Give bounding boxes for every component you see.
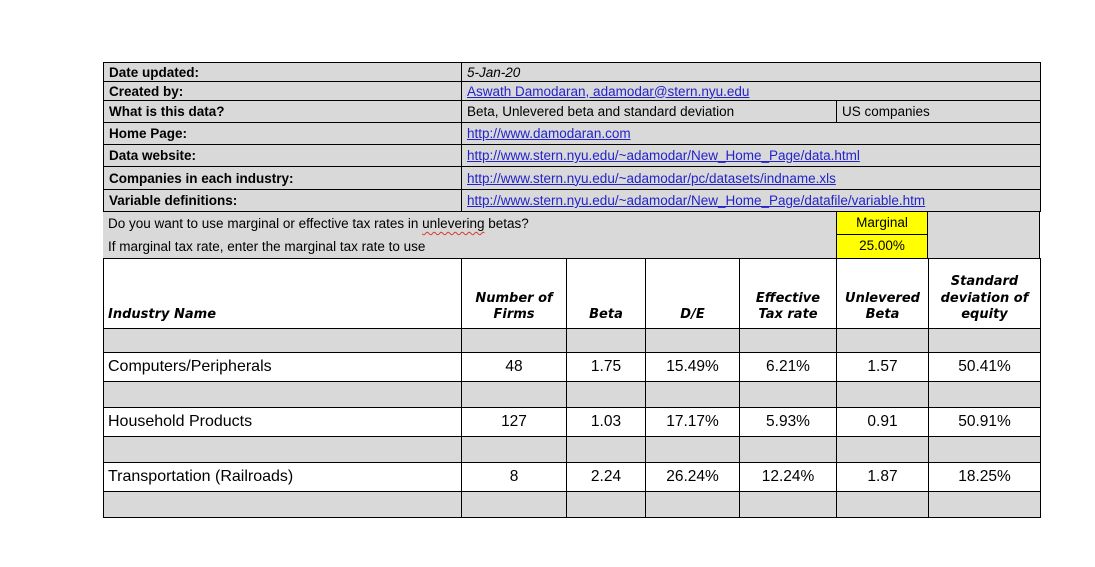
variable-definitions-link[interactable]: http://www.stern.nyu.edu/~adamodar/New_H… (467, 193, 926, 208)
question-area-spacer-cell (928, 212, 1040, 258)
created-by-label: Created by: (103, 81, 462, 101)
info-table: Date updated: 5-Jan-20 Created by: Aswat… (103, 62, 1042, 212)
marginal-or-effective-question: Do you want to use marginal or effective… (108, 212, 529, 235)
std-dev-cell: 50.91% (928, 407, 1041, 437)
beta-cell: 2.24 (566, 462, 646, 492)
tax-rate-questions: Do you want to use marginal or effective… (103, 212, 1040, 258)
de-cell: 15.49% (645, 352, 740, 382)
companies-label: Companies in each industry: (103, 166, 462, 190)
header-industry-name: Industry Name (103, 258, 462, 329)
de-cell: 17.17% (645, 407, 740, 437)
header-unlevered-beta: Unlevered Beta (836, 258, 929, 329)
filler-row (103, 381, 1041, 408)
table-row-transportation-railroads: Transportation (Railroads) 8 2.24 26.24%… (103, 462, 1041, 492)
marginal-effective-input-cell[interactable]: Marginal (836, 212, 928, 235)
question-text-misspelled-word: unlevering (422, 216, 485, 231)
firms-cell: 8 (461, 462, 567, 492)
filler-row (103, 436, 1041, 463)
data-website-label: Data website: (103, 144, 462, 167)
industry-beta-table: Industry Name Number of Firms Beta D/E E… (103, 258, 1041, 518)
info-row-companies: Companies in each industry: http://www.s… (103, 166, 1042, 190)
tax-cell: 6.21% (739, 352, 837, 382)
std-dev-cell: 18.25% (928, 462, 1041, 492)
data-website-link[interactable]: http://www.stern.nyu.edu/~adamodar/New_H… (467, 148, 860, 163)
filler-row (103, 491, 1041, 518)
variable-definitions-label: Variable definitions: (103, 189, 462, 212)
question-text-prefix: Do you want to use marginal or effective… (108, 216, 423, 231)
firms-cell: 48 (461, 352, 567, 382)
info-row-data-website: Data website: http://www.stern.nyu.edu/~… (103, 144, 1042, 167)
info-row-created-by: Created by: Aswath Damodaran, adamodar@s… (103, 81, 1042, 101)
industry-name-cell: Computers/Peripherals (103, 352, 462, 382)
us-companies-value: US companies (835, 100, 1042, 123)
table-row-computers-peripherals: Computers/Peripherals 48 1.75 15.49% 6.2… (103, 352, 1041, 382)
firms-cell: 127 (461, 407, 567, 437)
header-number-of-firms: Number of Firms (461, 258, 567, 329)
header-std-deviation-equity: Standard deviation of equity (928, 258, 1041, 329)
what-is-data-value: Beta, Unlevered beta and standard deviat… (461, 100, 837, 123)
info-row-date-updated: Date updated: 5-Jan-20 (103, 62, 1042, 82)
marginal-tax-rate-question: If marginal tax rate, enter the marginal… (108, 239, 426, 254)
unlevered-beta-cell: 1.87 (836, 462, 929, 492)
unlevered-beta-cell: 0.91 (836, 407, 929, 437)
what-is-data-label: What is this data? (103, 100, 462, 123)
header-effective-tax-rate: Effective Tax rate (739, 258, 837, 329)
info-row-variable-definitions: Variable definitions: http://www.stern.n… (103, 189, 1042, 212)
date-updated-label: Date updated: (103, 62, 462, 82)
beta-cell: 1.03 (566, 407, 646, 437)
std-dev-cell: 50.41% (928, 352, 1041, 382)
header-de-ratio: D/E (645, 258, 740, 329)
date-updated-value[interactable]: 5-Jan-20 (460, 62, 1042, 82)
industry-name-cell: Transportation (Railroads) (103, 462, 462, 492)
question-text-suffix: betas? (484, 216, 529, 231)
spreadsheet: Date updated: 5-Jan-20 Created by: Aswat… (103, 62, 1042, 518)
info-row-home-page: Home Page: http://www.damodaran.com (103, 122, 1042, 145)
created-by-email-link[interactable]: Aswath Damodaran, adamodar@stern.nyu.edu (467, 83, 750, 99)
companies-link[interactable]: http://www.stern.nyu.edu/~adamodar/pc/da… (467, 170, 836, 186)
industry-name-cell: Household Products (103, 407, 462, 437)
de-cell: 26.24% (645, 462, 740, 492)
marginal-tax-rate-input-cell[interactable]: 25.00% (836, 235, 928, 258)
tax-cell: 12.24% (739, 462, 837, 492)
info-row-what-is-data: What is this data? Beta, Unlevered beta … (103, 100, 1042, 123)
home-page-label: Home Page: (103, 122, 462, 145)
filler-row (103, 328, 1041, 353)
beta-cell: 1.75 (566, 352, 646, 382)
header-beta: Beta (566, 258, 646, 329)
unlevered-beta-cell: 1.57 (836, 352, 929, 382)
table-row-household-products: Household Products 127 1.03 17.17% 5.93%… (103, 407, 1041, 437)
tax-cell: 5.93% (739, 407, 837, 437)
home-page-link[interactable]: http://www.damodaran.com (467, 126, 631, 141)
table-header-row: Industry Name Number of Firms Beta D/E E… (103, 258, 1041, 329)
